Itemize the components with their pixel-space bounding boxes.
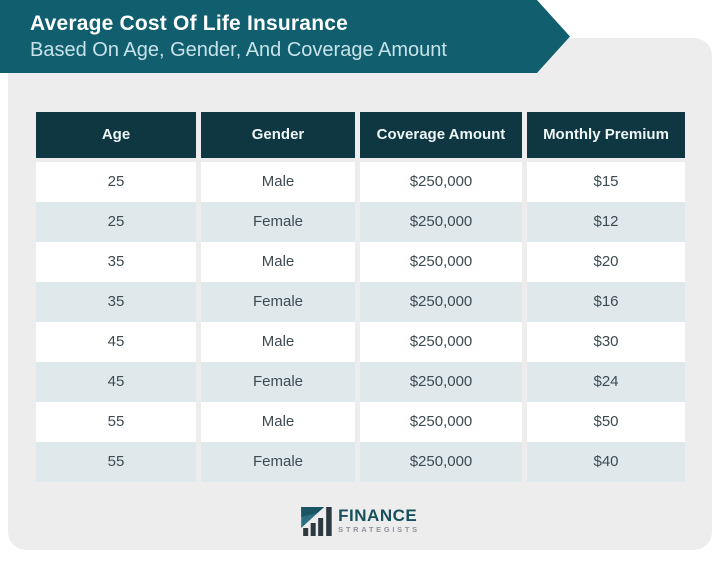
cell-gender: Female <box>201 362 355 402</box>
cell-coverage-amount: $250,000 <box>360 202 522 242</box>
cell-monthly-premium: $30 <box>527 322 685 362</box>
table-row: 55 Male $250,000 $50 <box>36 402 685 442</box>
column-header-coverage-amount: Coverage Amount <box>360 112 522 158</box>
table-row: 35 Male $250,000 $20 <box>36 242 685 282</box>
cell-monthly-premium: $20 <box>527 242 685 282</box>
cell-age: 35 <box>36 242 196 282</box>
brand-subtitle: STRATEGISTS <box>338 524 420 534</box>
table-row: 55 Female $250,000 $40 <box>36 442 685 482</box>
table-row: 45 Female $250,000 $24 <box>36 362 685 402</box>
cell-gender: Female <box>201 202 355 242</box>
cell-age: 45 <box>36 362 196 402</box>
cell-age: 25 <box>36 202 196 242</box>
finance-strategists-logo: FINANCE STRATEGISTS <box>300 503 420 537</box>
cell-monthly-premium: $24 <box>527 362 685 402</box>
bar-chart-logo-icon <box>300 503 334 537</box>
cell-gender: Male <box>201 242 355 282</box>
cell-coverage-amount: $250,000 <box>360 402 522 442</box>
cell-coverage-amount: $250,000 <box>360 162 522 202</box>
table-row: 45 Male $250,000 $30 <box>36 322 685 362</box>
table-row: 35 Female $250,000 $16 <box>36 282 685 322</box>
title-banner: Average Cost Of Life Insurance Based On … <box>0 0 570 73</box>
logo-text: FINANCE STRATEGISTS <box>338 505 420 534</box>
cell-coverage-amount: $250,000 <box>360 282 522 322</box>
cell-monthly-premium: $50 <box>527 402 685 442</box>
cell-monthly-premium: $40 <box>527 442 685 482</box>
cell-coverage-amount: $250,000 <box>360 322 522 362</box>
cell-gender: Female <box>201 282 355 322</box>
page-title: Average Cost Of Life Insurance <box>30 12 348 35</box>
cell-gender: Female <box>201 442 355 482</box>
cell-age: 55 <box>36 442 196 482</box>
table-row: 25 Female $250,000 $12 <box>36 202 685 242</box>
cell-monthly-premium: $16 <box>527 282 685 322</box>
cell-gender: Male <box>201 402 355 442</box>
cell-coverage-amount: $250,000 <box>360 242 522 282</box>
cell-gender: Male <box>201 162 355 202</box>
cell-age: 35 <box>36 282 196 322</box>
column-header-gender: Gender <box>201 112 355 158</box>
brand-name: FINANCE <box>338 505 418 525</box>
cell-monthly-premium: $12 <box>527 202 685 242</box>
cell-monthly-premium: $15 <box>527 162 685 202</box>
cell-age: 45 <box>36 322 196 362</box>
cell-age: 25 <box>36 162 196 202</box>
cell-age: 55 <box>36 402 196 442</box>
page-subtitle: Based On Age, Gender, And Coverage Amoun… <box>30 39 447 61</box>
column-header-monthly-premium: Monthly Premium <box>527 112 685 158</box>
cell-gender: Male <box>201 322 355 362</box>
insurance-cost-table: Age Gender Coverage Amount Monthly Premi… <box>36 112 685 482</box>
table-row: 25 Male $250,000 $15 <box>36 162 685 202</box>
cell-coverage-amount: $250,000 <box>360 362 522 402</box>
table-header-row: Age Gender Coverage Amount Monthly Premi… <box>36 112 685 158</box>
cell-coverage-amount: $250,000 <box>360 442 522 482</box>
column-header-age: Age <box>36 112 196 158</box>
